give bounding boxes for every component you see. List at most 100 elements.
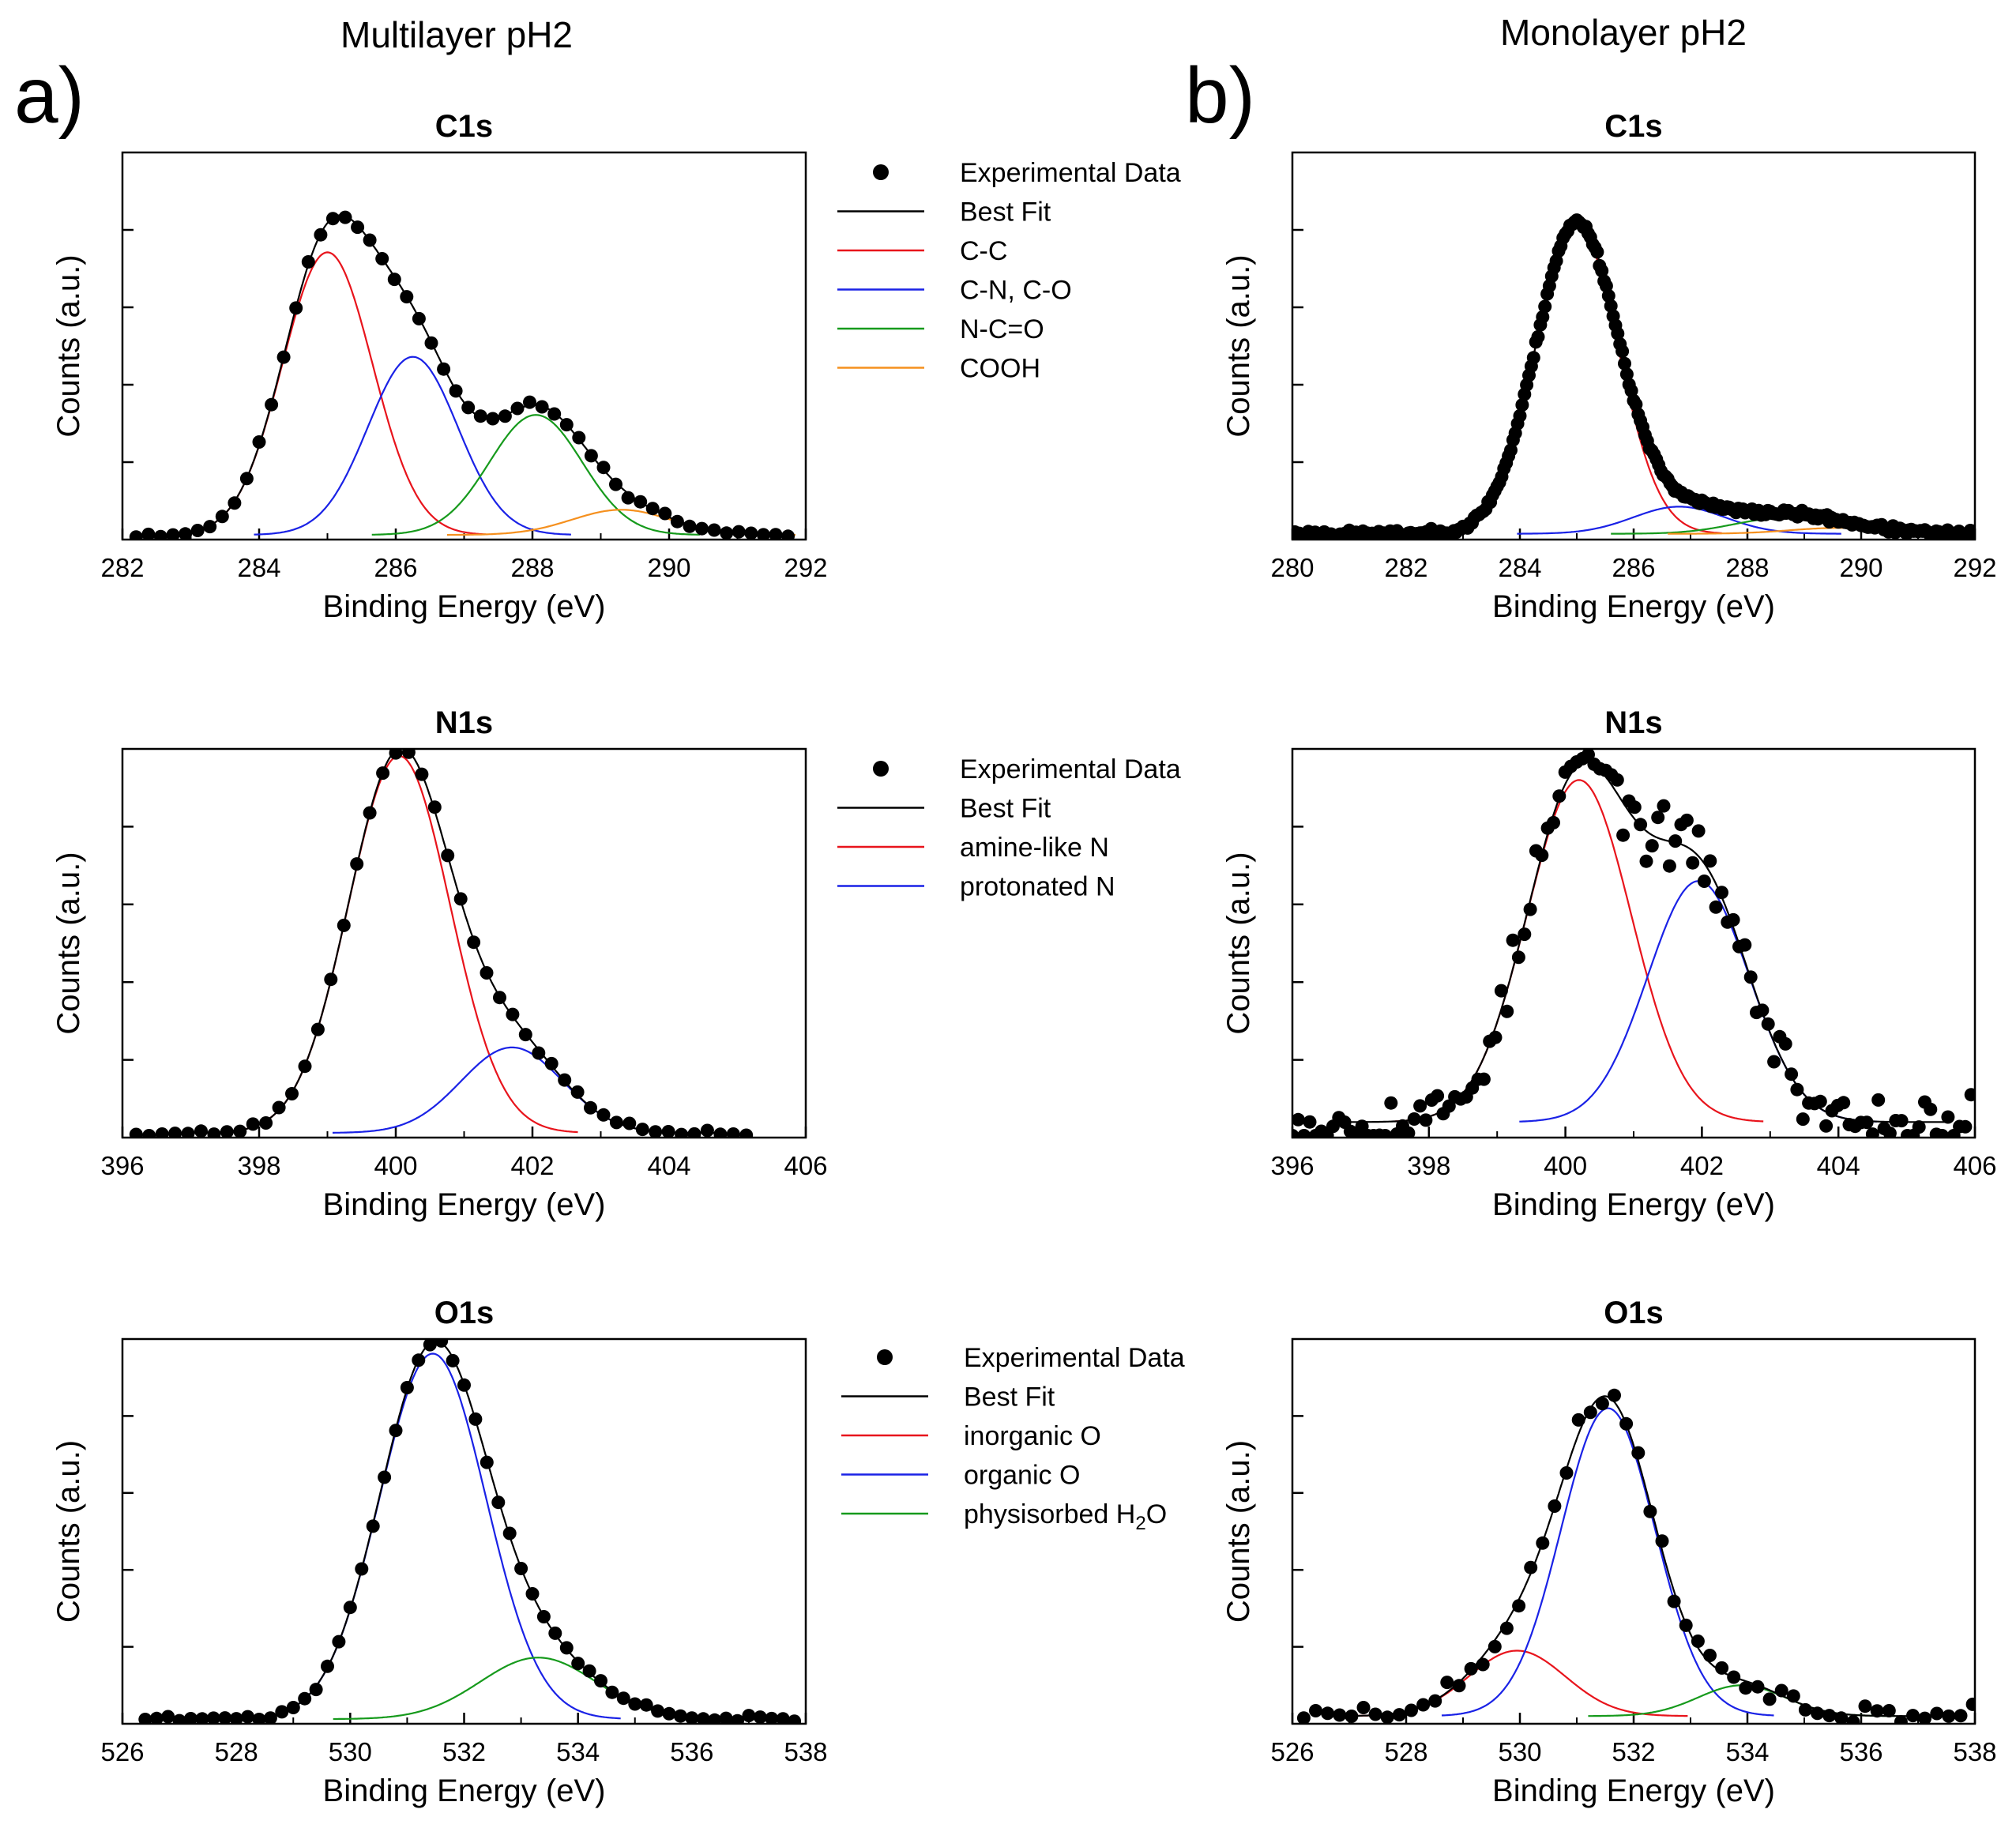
data-point [387, 273, 401, 287]
data-point [314, 228, 328, 242]
data-point [1655, 1534, 1669, 1548]
x-tick-label: 538 [1953, 1737, 1996, 1766]
data-point [756, 528, 770, 540]
data-point [265, 397, 279, 412]
data-point [1634, 818, 1648, 832]
x-tick-label: 528 [1384, 1737, 1427, 1766]
plot-mono-n1s: N1s 396 398 400 402 404 406 Binding Energy (eV)… [1221, 705, 1997, 1222]
data-point [707, 523, 721, 537]
data-point [558, 1073, 572, 1087]
data-point [1762, 1692, 1777, 1706]
data-point [1518, 927, 1532, 942]
data-point [696, 1712, 710, 1724]
plot-title: O1s [1604, 1296, 1664, 1330]
data-point [708, 1713, 722, 1724]
data-point [149, 1711, 164, 1724]
data-point [184, 1712, 197, 1724]
data-point [252, 435, 266, 449]
data-point [506, 1007, 520, 1021]
x-tick-label: 526 [100, 1737, 144, 1766]
data-point [1786, 1689, 1800, 1703]
fit-component-amine-like-n [1394, 779, 1764, 1123]
data-point [338, 210, 352, 224]
data-point [1639, 854, 1653, 868]
data-point [1297, 1129, 1311, 1138]
data-point [129, 1127, 143, 1138]
data-point [675, 1127, 689, 1138]
legend-label: inorganic O [964, 1421, 1101, 1451]
data-point [1548, 1499, 1562, 1513]
data-point [1401, 1126, 1416, 1138]
data-point [547, 407, 562, 421]
plot-area [1292, 749, 1975, 1138]
x-tick-label: 280 [1270, 553, 1314, 582]
x-tick-label: 530 [329, 1737, 372, 1766]
data-point [424, 336, 438, 350]
x-tick-label: 398 [237, 1151, 280, 1180]
best-fit-line [177, 749, 724, 1134]
plot-title: C1s [1604, 109, 1662, 144]
data-point [1595, 1397, 1609, 1411]
data-point [1321, 1706, 1335, 1721]
data-point [1523, 902, 1537, 916]
data-point [1303, 1115, 1317, 1129]
data-point [138, 1713, 152, 1724]
data-point [649, 1125, 663, 1138]
data-point [559, 418, 574, 432]
data-point [1726, 912, 1740, 927]
data-point [1392, 1708, 1406, 1722]
data-point [1309, 1704, 1322, 1717]
data-point [532, 1046, 546, 1060]
x-tick-label: 526 [1270, 1737, 1314, 1766]
data-point [1837, 1096, 1851, 1110]
data-point [662, 1706, 676, 1721]
data-point [1882, 1127, 1897, 1138]
data-point [584, 1100, 597, 1115]
legend-label: organic O [964, 1461, 1080, 1491]
data-point [781, 529, 795, 540]
x-tick-label: 406 [1953, 1151, 1996, 1180]
plot-area [129, 210, 795, 540]
data-point [229, 1712, 243, 1724]
plot-area [138, 1339, 802, 1724]
data-point [1595, 264, 1609, 278]
data-point [1703, 1649, 1717, 1662]
data-point [437, 362, 451, 376]
data-point [376, 766, 390, 781]
data-point [285, 1087, 299, 1100]
x-tick-label: 406 [784, 1151, 827, 1180]
x-axis-label: Binding Energy (eV) [323, 1187, 606, 1222]
panel-letter-b: b) [1185, 51, 1255, 140]
data-point [739, 1128, 754, 1138]
x-tick-label: 536 [670, 1737, 713, 1766]
data-point [301, 255, 315, 269]
data-point [685, 1711, 699, 1724]
data-point [1431, 1089, 1445, 1103]
data-point [502, 1526, 517, 1540]
legend-marker-icon [877, 1349, 893, 1365]
data-point [726, 1127, 740, 1138]
x-axis-label: Binding Energy (eV) [1492, 1187, 1775, 1222]
legend-label: C-N, C-O [960, 276, 1072, 306]
data-point [1813, 1094, 1827, 1108]
data-point [1452, 1679, 1466, 1693]
data-point [596, 1108, 611, 1122]
data-point [1512, 1599, 1526, 1613]
data-point [215, 510, 229, 524]
plot-multi-c1s: C1s 282 284 286 288 290 292 Binding Energy (eV)… [51, 109, 828, 624]
data-point [1604, 299, 1618, 313]
fit-component-c-c [168, 251, 486, 536]
x-axis-label: Binding Energy (eV) [323, 589, 606, 624]
data-point [1536, 1536, 1550, 1550]
data-point [1590, 245, 1604, 259]
x-tick-label: 534 [1725, 1737, 1769, 1766]
data-point [1619, 1416, 1634, 1431]
data-point [400, 290, 414, 304]
column-title-multilayer: Multilayer pH2 [340, 14, 573, 55]
plot-frame [121, 151, 807, 541]
data-point [673, 1709, 687, 1723]
x-axis-label: Binding Energy (eV) [323, 1774, 606, 1808]
data-point [423, 1339, 437, 1352]
data-point [1906, 1709, 1920, 1723]
data-point [1618, 356, 1631, 371]
